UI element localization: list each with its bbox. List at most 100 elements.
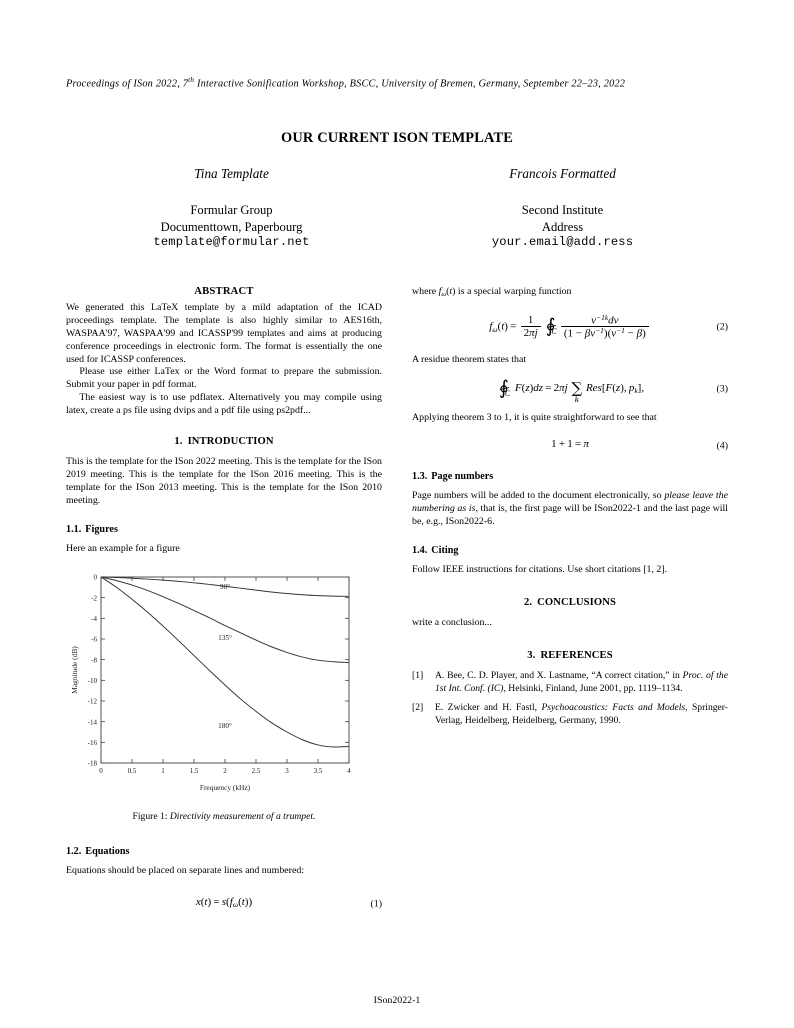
reference-text-post: , Helsinki, Finland, June 2001, pp. 1119… — [503, 682, 683, 694]
equation-1-number: (1) — [370, 898, 382, 910]
y-tick-label: -6 — [91, 636, 97, 644]
body-columns: ABSTRACT We generated this LaTeX templat… — [66, 286, 728, 976]
page-numbers-heading-text: Page numbers — [431, 470, 494, 482]
y-tick-label: -18 — [88, 760, 98, 768]
warping-intro-post: is a special warping function — [455, 286, 572, 297]
x-tick-label: 3 — [285, 767, 289, 775]
author-1: Tina Template Formular Group Documenttow… — [66, 167, 397, 249]
figures-heading-text: Figures — [85, 524, 118, 536]
reference-title-italic: Psychoacoustics: Facts and Models — [541, 702, 686, 714]
chart-y-ticks: 0 -2 -4 -6 -8 -10 -12 -14 -16 -18 — [88, 574, 349, 768]
author-2-address: Address — [541, 219, 584, 234]
reference-label: [2] — [412, 702, 424, 714]
author-1-email[interactable]: template@formular.net — [153, 235, 310, 250]
abstract-paragraph-2: Please use either LaTex or the Word form… — [66, 366, 382, 391]
abstract-heading: ABSTRACT — [194, 286, 254, 297]
chart-curve-label: 90° — [220, 583, 230, 591]
reference-item: [1] A. Bee, C. D. Player, and X. Lastname… — [412, 670, 728, 695]
introduction-heading-text: INTRODUCTION — [187, 435, 274, 447]
x-tick-label: 2.5 — [252, 767, 261, 775]
author-1-address: Documenttown, Paperbourg — [160, 219, 303, 234]
equations-heading-text: Equations — [85, 846, 130, 858]
chart-xlabel: Frequency (kHz) — [200, 783, 251, 792]
y-tick-label: -16 — [88, 739, 98, 747]
equation-3-row: ∮C F(z)dz = 2πj ∑k Res[F(z), pk], (3) — [412, 378, 728, 404]
y-tick-label: 0 — [94, 574, 98, 582]
x-tick-label: 2 — [223, 767, 227, 775]
y-tick-label: -4 — [91, 615, 97, 623]
chart-curve — [100, 576, 350, 664]
left-column: ABSTRACT We generated this LaTeX templat… — [66, 286, 382, 923]
abstract-paragraph-3: The easiest way is to use pdflatex. Alte… — [66, 392, 382, 416]
equation-4-expression: 1 + 1 = π — [551, 437, 589, 450]
equation-3-expression: ∮C F(z)dz = 2πj ∑k Res[F(z), pk], — [412, 378, 728, 404]
equation-3-number: (3) — [716, 383, 728, 395]
conclusions-heading-text: CONCLUSIONS — [537, 597, 617, 609]
reference-list: [1] A. Bee, C. D. Player, and X. Lastname… — [412, 670, 728, 727]
figure-1-canvas: 0 0.5 1 1.5 2 2.5 3 3.5 4 0 -2 -4 -6 -8 -10 -12 -14 -16 -… — [66, 569, 382, 797]
running-header-post: Interactive Sonification Workshop, BSCC,… — [194, 78, 626, 90]
author-1-name: Tina Template — [194, 166, 269, 181]
y-tick-label: -2 — [91, 595, 97, 603]
figures-body: Here an example for a figure — [66, 543, 180, 555]
page-title: OUR CURRENT ISON TEMPLATE — [281, 130, 513, 146]
reference-item: [2] E. Zwicker and H. Fastl, Psychoacoust… — [412, 702, 728, 727]
x-tick-label: 0 — [99, 767, 103, 775]
section-heading-references: 3. REFERENCES — [412, 650, 728, 661]
x-tick-label: 3.5 — [314, 767, 323, 775]
citing-body: Follow IEEE instructions for citations. … — [412, 564, 668, 576]
residue-theorem-text: A residue theorem states that — [412, 353, 527, 365]
page-numbers-body-post: , that is, the first page will be ISon20… — [412, 502, 729, 527]
x-tick-label: 1 — [161, 767, 165, 775]
chart-curve — [100, 576, 350, 748]
equation-4-number: (4) — [716, 440, 728, 452]
chart-curve-labels: 90° 135° 180° — [218, 583, 232, 730]
reference-label: [1] — [412, 670, 424, 682]
equation-1-row: x(t) = s(fω(t)) (1) — [66, 896, 382, 912]
directivity-line-chart: 0 0.5 1 1.5 2 2.5 3 3.5 4 0 -2 -4 -6 -8 -10 -12 -14 -16 -… — [70, 574, 351, 792]
figure-1-caption: Figure 1: Directivity measurement of a t… — [66, 811, 382, 822]
references-number: 3. — [527, 650, 536, 662]
page-numbers-number: 1.3. — [412, 470, 428, 482]
conclusions-number: 2. — [523, 597, 533, 609]
author-2: Francois Formatted Second Institute Addr… — [397, 167, 728, 249]
author-2-institution: Second Institute — [521, 203, 604, 218]
figures-number: 1.1. — [66, 524, 82, 536]
section-heading-conclusions: 2. CONCLUSIONS — [412, 597, 728, 608]
chart-curve — [100, 576, 350, 598]
y-tick-label: -12 — [88, 698, 98, 706]
subsection-heading-equations: 1.2. Equations — [66, 846, 382, 857]
author-1-institution: Formular Group — [190, 203, 273, 218]
chart-x-ticks: 0 0.5 1 1.5 2 2.5 3 3.5 4 — [99, 577, 351, 775]
reference-text-post: , Springer-Verlag, Heidelberg, Heidelber… — [435, 702, 729, 726]
warping-function-intro: where fω(t) is a special warping functio… — [412, 286, 572, 298]
equations-number: 1.2. — [66, 846, 82, 858]
figure-1: 0 0.5 1 1.5 2 2.5 3 3.5 4 0 -2 -4 -6 -8 -10 -12 -14 -16 -… — [66, 569, 382, 822]
chart-plot-frame — [100, 576, 350, 764]
applying-theorem-text: Applying theorem 3 to 1, it is quite str… — [412, 411, 657, 423]
figure-1-caption-text: Directivity measurement of a trumpet. — [167, 811, 316, 823]
chart-curve-label: 135° — [218, 634, 232, 642]
chart-curves — [100, 576, 350, 748]
author-2-email[interactable]: your.email@add.ress — [491, 235, 634, 250]
subsection-heading-citing: 1.4. Citing — [412, 545, 728, 556]
y-tick-label: -14 — [88, 719, 98, 727]
running-header: Proceedings of ISon 2022, 7th Interactiv… — [66, 76, 728, 91]
introduction-body: This is the template for the ISon 2022 m… — [66, 455, 382, 506]
warping-intro-pre: where — [412, 286, 439, 297]
subsection-heading-figures: 1.1. Figures — [66, 524, 382, 535]
x-tick-label: 4 — [347, 767, 351, 775]
equations-body: Equations should be placed on separate l… — [66, 865, 305, 877]
citing-heading-text: Citing — [431, 545, 459, 557]
x-tick-label: 1.5 — [190, 767, 199, 775]
x-tick-label: 0.5 — [128, 767, 137, 775]
equation-1-expression: x(t) = s(fω(t)) — [195, 896, 253, 910]
chart-curve-label: 180° — [218, 722, 232, 730]
right-column: where fω(t) is a special warping functio… — [412, 286, 728, 734]
introduction-number: 1. — [174, 435, 183, 447]
y-tick-label: -8 — [91, 657, 97, 665]
abstract-paragraph-1: We generated this LaTeX template by a mi… — [66, 302, 382, 365]
author-block: Tina Template Formular Group Documenttow… — [66, 167, 728, 249]
